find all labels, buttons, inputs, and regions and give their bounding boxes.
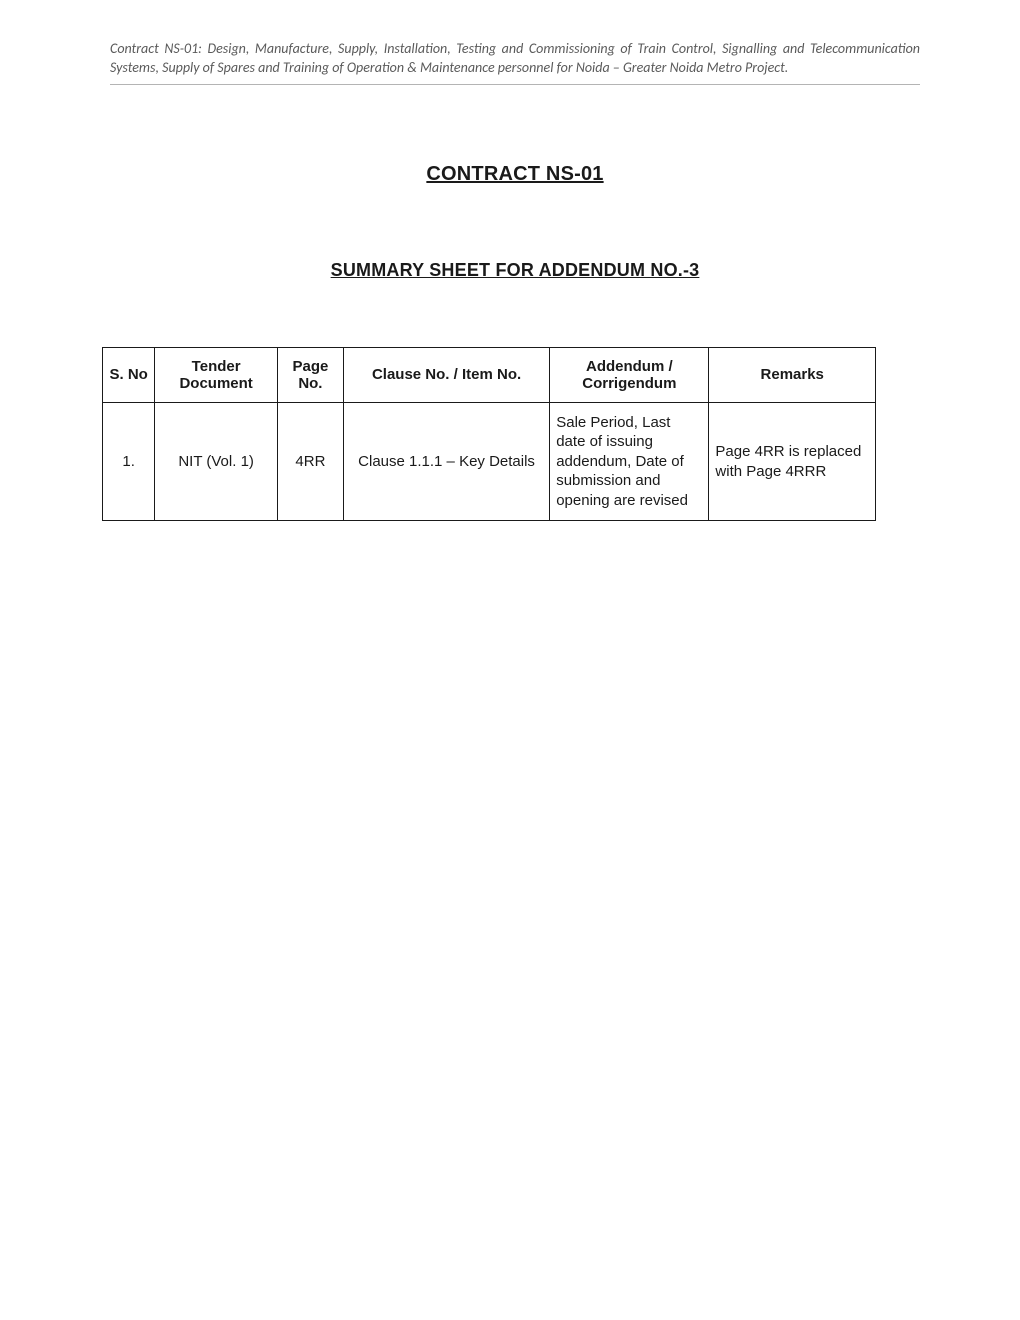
cell-page-no: 4RR xyxy=(277,402,343,521)
cell-addendum: Sale Period, Last date of issuing addend… xyxy=(550,402,709,521)
col-header-addendum: Addendum / Corrigendum xyxy=(550,347,709,402)
col-header-tender-document: Tender Document xyxy=(155,347,278,402)
cell-sno: 1. xyxy=(103,402,155,521)
page-title: CONTRACT NS-01 xyxy=(426,163,603,185)
col-header-clause-no: Clause No. / Item No. xyxy=(343,347,549,402)
summary-table: S. No Tender Document Page No. Clause No… xyxy=(102,347,876,522)
col-header-page-no: Page No. xyxy=(277,347,343,402)
page-header-text: Contract NS-01: Design, Manufacture, Sup… xyxy=(110,40,920,82)
table-row: 1. NIT (Vol. 1) 4RR Clause 1.1.1 – Key D… xyxy=(103,402,876,521)
summary-table-wrap: S. No Tender Document Page No. Clause No… xyxy=(102,347,876,522)
page-subtitle: SUMMARY SHEET FOR ADDENDUM NO.-3 xyxy=(331,260,700,280)
table-header-row: S. No Tender Document Page No. Clause No… xyxy=(103,347,876,402)
page: Contract NS-01: Design, Manufacture, Sup… xyxy=(0,0,1020,1320)
col-header-remarks: Remarks xyxy=(709,347,876,402)
cell-remarks: Page 4RR is replaced with Page 4RRR xyxy=(709,402,876,521)
subtitle-block: SUMMARY SHEET FOR ADDENDUM NO.-3 xyxy=(110,260,920,281)
col-header-sno: S. No xyxy=(103,347,155,402)
cell-clause: Clause 1.1.1 – Key Details xyxy=(343,402,549,521)
cell-tender-document: NIT (Vol. 1) xyxy=(155,402,278,521)
header-rule xyxy=(110,84,920,85)
title-block: CONTRACT NS-01 xyxy=(110,163,920,186)
